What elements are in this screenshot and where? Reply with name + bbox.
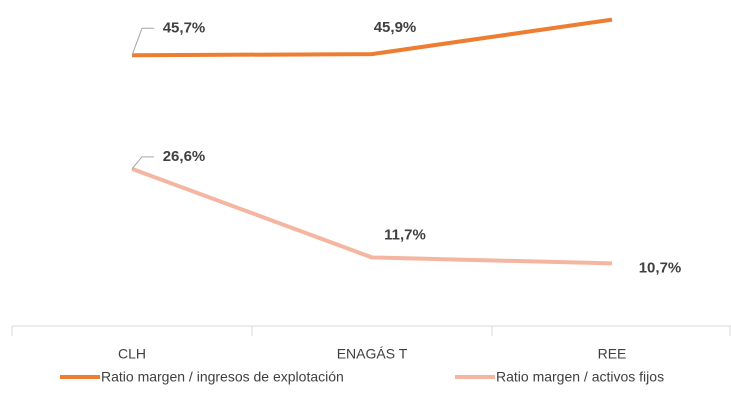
legend-label: Ratio margen / activos fijos [496, 369, 664, 385]
line-series [131, 17, 613, 58]
line-series [131, 166, 613, 266]
legend-label: Ratio margen / ingresos de explotación [101, 369, 344, 385]
data-label: 45,9% [374, 19, 417, 36]
leader-line [131, 27, 154, 56]
x-tick-label: REE [598, 346, 627, 362]
data-label: 10,7% [639, 259, 682, 276]
leader-line [131, 156, 154, 170]
x-tick-label: CLH [118, 346, 146, 362]
data-label: 26,6% [163, 148, 206, 165]
data-label: 45,7% [163, 19, 206, 36]
data-label: 11,7% [384, 226, 426, 243]
x-tick-label: ENAGÁS T [337, 346, 408, 362]
